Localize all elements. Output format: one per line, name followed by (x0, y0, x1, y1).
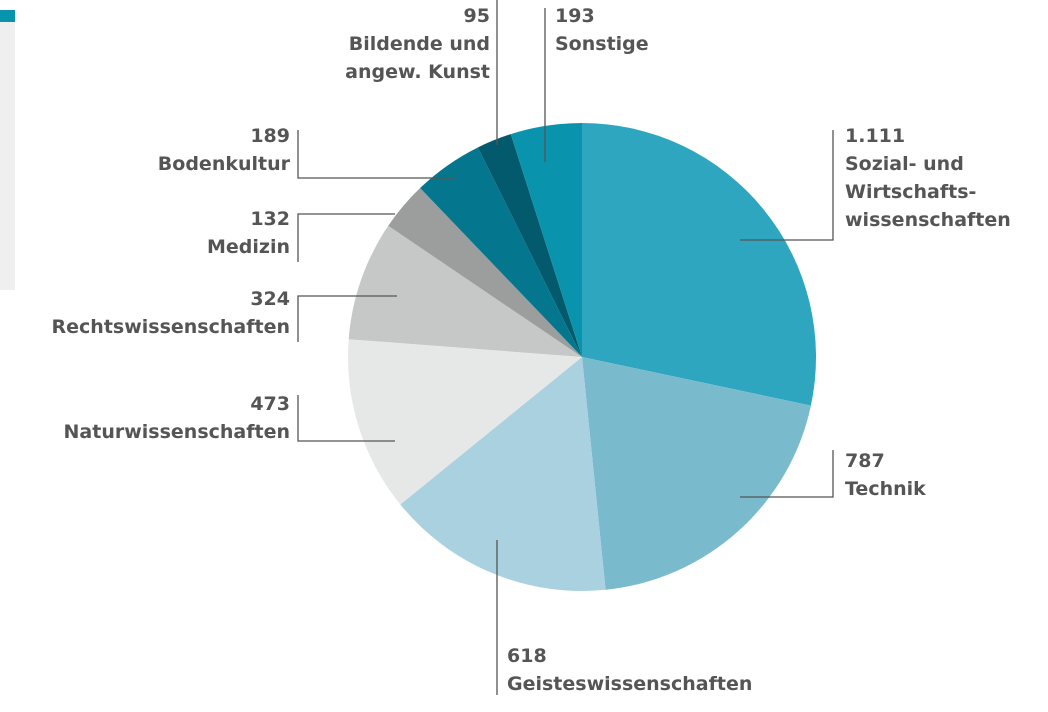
category-label: Sonstige (555, 33, 649, 55)
side-panel-accent (0, 10, 15, 22)
value-label: 1.111 (845, 125, 905, 147)
leader-line (740, 450, 834, 498)
leader-line (297, 395, 395, 442)
side-panel (0, 10, 15, 290)
pie-slice (477, 134, 582, 357)
value-label: 618 (507, 645, 547, 667)
category-label: Geisteswissenschaften (507, 673, 752, 695)
value-label: 95 (464, 5, 490, 27)
pie-slice (347, 339, 582, 505)
category-label: Technik (845, 478, 926, 500)
pie-slice (400, 357, 606, 591)
category-label: Medizin (207, 236, 290, 258)
category-label: Sozial- und Wirtschafts-wissenschaften (845, 153, 1011, 231)
pie-slice (582, 357, 811, 590)
category-label: Bodenkultur (158, 153, 291, 175)
pie-slice (420, 147, 582, 357)
value-label: 324 (250, 288, 290, 310)
pie-slice (510, 123, 582, 357)
leader-line (297, 213, 395, 262)
leader-line (297, 130, 455, 179)
value-label: 189 (250, 125, 290, 147)
category-label: Bildende und angew. Kunst (345, 33, 490, 83)
value-label: 132 (250, 208, 290, 230)
pie-slice (348, 225, 582, 357)
category-label: Rechtswissenschaften (52, 316, 290, 338)
pie-slice (582, 123, 816, 406)
leader-line (297, 295, 397, 342)
category-label: Naturwissenschaften (64, 421, 290, 443)
value-label: 193 (555, 5, 595, 27)
pie-slice (388, 188, 582, 357)
value-label: 787 (845, 450, 885, 472)
leader-line (740, 130, 834, 241)
value-label: 473 (250, 393, 290, 415)
